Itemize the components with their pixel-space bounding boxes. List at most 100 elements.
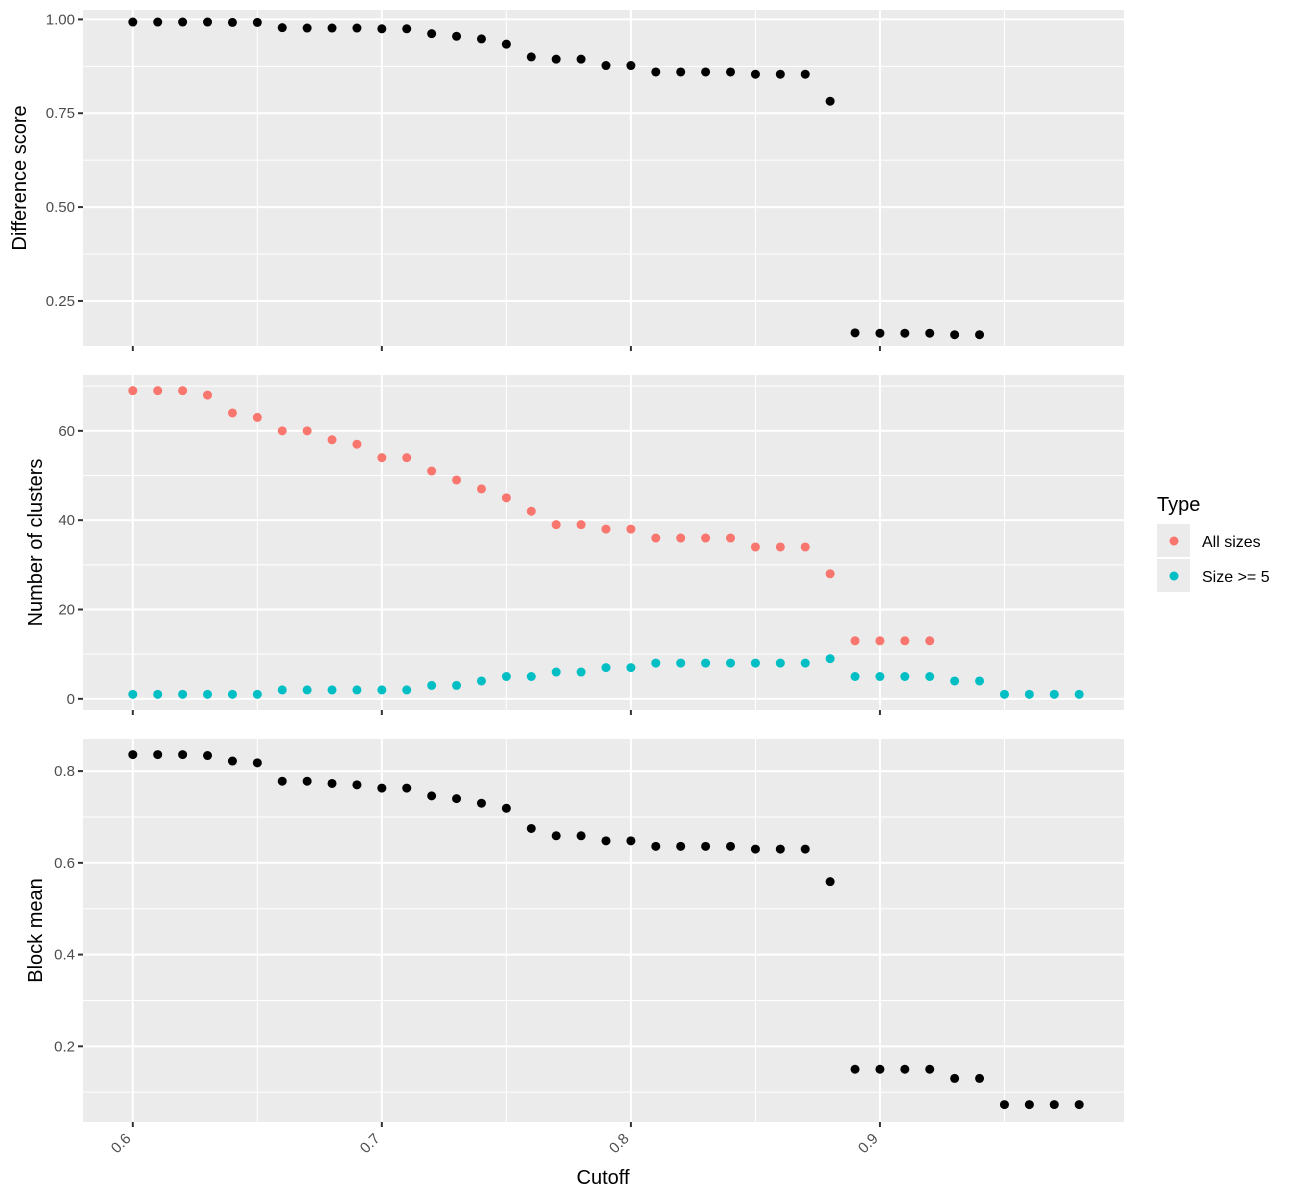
data-point xyxy=(252,17,262,27)
x-tick-label: 0.9 xyxy=(855,1130,882,1157)
data-point xyxy=(701,658,711,668)
series-values xyxy=(128,17,985,340)
series-size-5 xyxy=(128,654,1084,699)
data-point xyxy=(178,17,188,27)
data-point xyxy=(377,783,387,793)
data-point xyxy=(427,791,437,801)
data-point xyxy=(128,750,138,760)
data-point xyxy=(551,54,561,64)
data-point xyxy=(999,689,1009,699)
y-axis-title: Block mean xyxy=(25,878,47,983)
data-point xyxy=(825,96,835,106)
data-point xyxy=(875,1064,885,1074)
data-point xyxy=(676,658,686,668)
data-point xyxy=(800,542,810,552)
data-point xyxy=(203,17,213,27)
panel-2: 0 20 40 60 Number of clusters xyxy=(25,375,1124,715)
panel-3: 0.2 0.4 0.6 0.8 Block mean 0.6 0.7 0.8 0.9 xyxy=(25,739,1124,1157)
data-point xyxy=(427,29,437,39)
data-point xyxy=(302,426,312,436)
data-point xyxy=(526,823,536,833)
data-point xyxy=(950,1073,960,1083)
data-point xyxy=(900,1064,910,1074)
data-point xyxy=(950,676,960,686)
data-point xyxy=(302,685,312,695)
data-point xyxy=(726,841,736,851)
data-point xyxy=(676,533,686,543)
legend-key-all-sizes xyxy=(1169,536,1179,546)
y-tick-label: 0.25 xyxy=(46,293,75,310)
data-point xyxy=(925,672,935,681)
data-point xyxy=(227,756,237,766)
data-point xyxy=(601,61,611,71)
data-point xyxy=(153,17,163,27)
data-point xyxy=(476,484,486,494)
data-point xyxy=(775,844,785,854)
data-point xyxy=(327,435,337,445)
data-point xyxy=(153,689,163,699)
y-tick-label: 40 xyxy=(58,512,75,529)
data-point xyxy=(153,750,163,760)
data-point xyxy=(601,663,611,673)
data-point xyxy=(626,663,636,673)
data-point xyxy=(900,636,910,646)
data-point xyxy=(1024,689,1034,699)
data-point xyxy=(252,758,262,768)
data-point xyxy=(402,685,412,695)
data-point xyxy=(203,689,213,699)
data-point xyxy=(327,685,337,695)
data-point xyxy=(252,412,262,422)
data-point xyxy=(377,685,387,695)
data-point xyxy=(875,672,885,681)
data-point xyxy=(277,776,287,786)
data-point xyxy=(227,408,237,418)
y-tick-label: 20 xyxy=(58,602,75,619)
x-axis-title: Cutoff xyxy=(577,1167,630,1189)
series-all-sizes xyxy=(128,386,935,646)
data-point xyxy=(452,31,462,41)
data-point xyxy=(227,689,237,699)
data-point xyxy=(626,836,636,846)
data-point xyxy=(800,658,810,668)
y-axis-title: Number of clusters xyxy=(25,459,47,627)
y-tick-label: 0.2 xyxy=(54,1038,75,1055)
data-point xyxy=(825,569,835,579)
data-point xyxy=(526,52,536,62)
data-point xyxy=(775,69,785,79)
x-tick-label: 0.7 xyxy=(357,1130,384,1157)
data-point xyxy=(576,520,586,530)
y-tick-label: 0.6 xyxy=(54,855,75,872)
data-point xyxy=(925,1064,935,1074)
data-point xyxy=(850,636,860,646)
data-point xyxy=(676,841,686,851)
data-point xyxy=(750,542,760,552)
legend-key-size-5 xyxy=(1169,571,1179,581)
data-point xyxy=(327,778,337,788)
data-point xyxy=(402,783,412,793)
data-point xyxy=(352,780,362,790)
data-point xyxy=(153,386,163,396)
data-point xyxy=(1049,1100,1059,1110)
data-point xyxy=(775,658,785,668)
data-point xyxy=(601,836,611,846)
data-point xyxy=(501,39,511,49)
data-point xyxy=(427,680,437,690)
data-point xyxy=(576,54,586,64)
data-point xyxy=(875,636,885,646)
legend-label-all-sizes: All sizes xyxy=(1202,534,1261,551)
y-tick-label: 0.8 xyxy=(54,763,75,780)
y-tick-label: 0 xyxy=(67,691,75,708)
data-point xyxy=(302,776,312,786)
data-point xyxy=(850,1064,860,1074)
panel-background xyxy=(83,739,1124,1122)
data-point xyxy=(476,676,486,686)
y-tick-label: 0.75 xyxy=(46,105,75,122)
data-point xyxy=(551,667,561,677)
data-point xyxy=(975,1073,985,1083)
data-point xyxy=(651,533,661,543)
data-point xyxy=(178,386,188,396)
data-point xyxy=(377,24,387,34)
data-point xyxy=(501,493,511,503)
x-tick-label: 0.6 xyxy=(108,1130,135,1157)
data-point xyxy=(252,689,262,699)
